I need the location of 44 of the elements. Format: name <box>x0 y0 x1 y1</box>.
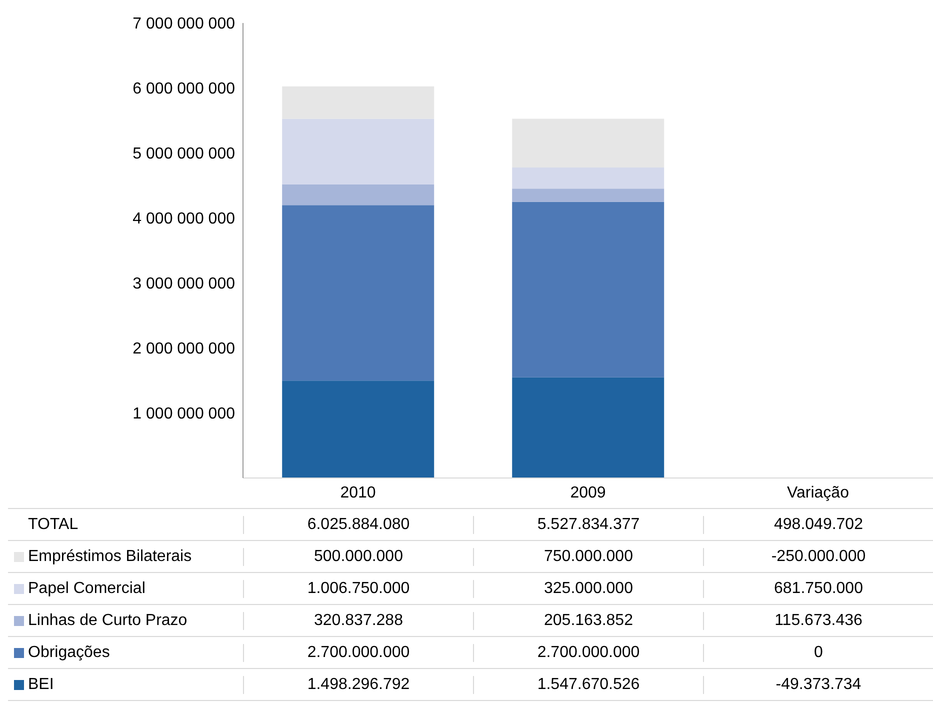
bar <box>512 377 664 478</box>
bar <box>512 167 664 189</box>
bar <box>512 118 664 168</box>
data-label: 205.163.852 <box>473 612 703 630</box>
bar <box>282 86 434 119</box>
data-label: 500.000.000 <box>243 548 473 566</box>
y-tick-label: 6 000 000 000 <box>132 80 236 98</box>
bar <box>282 184 434 206</box>
legend-label: Linhas de Curto Prazo <box>28 612 188 630</box>
text: TOTAL <box>27 516 80 534</box>
text: 0 <box>814 644 823 660</box>
y-tick-label: 4 000 000 000 <box>132 210 236 228</box>
legend-label: BEI <box>28 676 54 694</box>
total-label: 5.527.834.377 <box>473 516 703 534</box>
data-label: 1.006.750.000 <box>243 580 473 598</box>
y-tick-label: 2 000 000 000 <box>132 340 236 358</box>
x-tick-label: Variação <box>787 484 850 502</box>
bar <box>282 380 434 478</box>
x-tick-label: 2010 <box>340 484 376 502</box>
legend-label: Papel Comercial <box>28 580 146 598</box>
data-label: 1.498.296.792 <box>243 676 473 694</box>
data-label: 1.547.670.526 <box>473 676 703 694</box>
legend-label: Empréstimos Bilaterais <box>28 548 192 566</box>
legend-label: Obrigações <box>28 644 110 662</box>
bar <box>512 188 664 202</box>
text: -250.000.000 <box>771 548 866 564</box>
data-label: 325.000.000 <box>473 580 703 598</box>
y-tick-label: 5 000 000 000 <box>132 146 236 163</box>
text: -49.373.734 <box>776 676 862 692</box>
data-label: 750.000.000 <box>473 548 703 566</box>
y-tick-label: 3 000 000 000 <box>132 276 236 293</box>
text: 115.673.436 <box>774 612 862 628</box>
bar <box>282 205 434 381</box>
text: 498.049.702 <box>703 516 933 534</box>
data-label: 2.700.000.000 <box>473 644 703 662</box>
y-tick-label: 7 000 000 000 <box>132 16 236 33</box>
bar <box>512 202 664 378</box>
bar <box>282 118 434 184</box>
data-label: 320.837.288 <box>243 612 473 630</box>
y-tick-label: 1 000 000 000 <box>132 406 236 423</box>
data-label: 2.700.000.000 <box>243 644 473 662</box>
x-tick-label: 2009 <box>570 484 606 502</box>
text: 681.750.000 <box>774 580 863 596</box>
total-label: 6.025.884.080 <box>243 516 473 534</box>
